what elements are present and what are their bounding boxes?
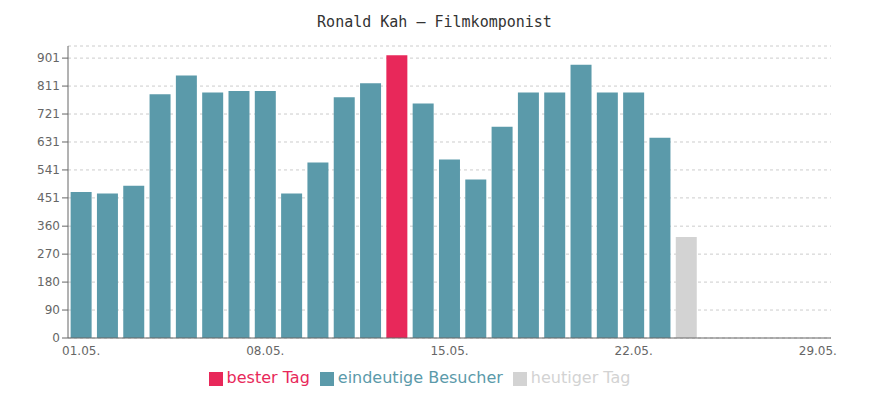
html-text:Ronald Kah – Filmkomponist: Ronald Kah – Filmkomponist	[317, 13, 552, 31]
svg-text:15.05.: 15.05.	[430, 344, 468, 358]
svg-text:90: 90	[45, 303, 60, 317]
html-text:bester Tag: bester Tag	[226, 368, 310, 387]
svg-text:01.05.: 01.05.	[62, 344, 100, 358]
svg-text:721: 721	[37, 107, 60, 121]
html-text:eindeutige Besucher: eindeutige Besucher	[337, 368, 503, 387]
svg-text:29.05.: 29.05.	[799, 344, 837, 358]
svg-text:451: 451	[37, 191, 60, 205]
svg-text:08.05.: 08.05.	[246, 344, 284, 358]
svg-text:631: 631	[37, 135, 60, 149]
svg-text:811: 811	[37, 79, 60, 93]
svg-text:901: 901	[37, 51, 60, 65]
svg-text:270: 270	[37, 247, 60, 261]
svg-text:180: 180	[37, 275, 60, 289]
html-text:heutiger Tag: heutiger Tag	[530, 368, 631, 387]
svg-text:22.05.: 22.05.	[615, 344, 653, 358]
svg-text:0: 0	[52, 331, 60, 345]
svg-text:541: 541	[37, 163, 60, 177]
svg-text:360: 360	[37, 219, 60, 233]
